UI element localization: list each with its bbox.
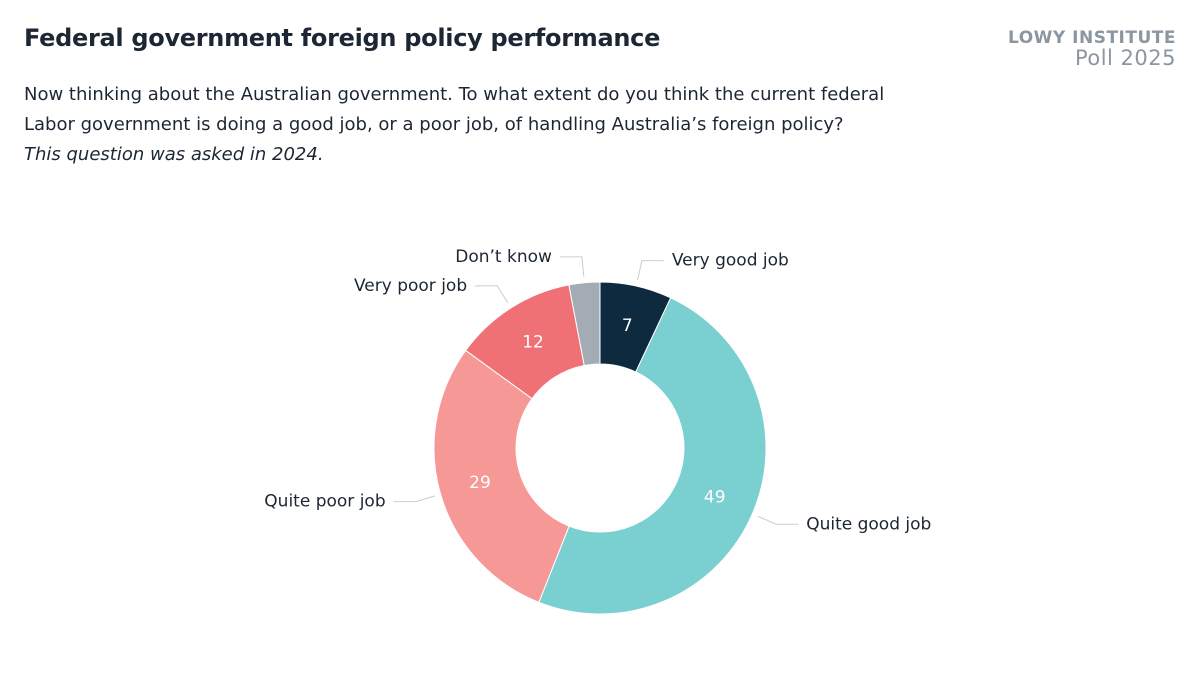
note: This question was asked in 2024. [24,144,324,165]
category-label: Very poor job [354,276,467,296]
slice [433,349,570,603]
leader-line [393,495,435,503]
brand-edition: Poll 2025 [1074,46,1176,70]
leader-line [757,515,799,525]
value-label: 12 [522,332,544,352]
chart-title: Federal government foreign policy perfor… [24,24,661,52]
subtitle-line: Now thinking about the Australian govern… [24,84,885,105]
category-label: Quite poor job [264,492,385,512]
subtitle-line: Labor government is doing a good job, or… [24,114,844,135]
leader-line [475,285,509,304]
subtitle: Now thinking about the Australian govern… [24,80,924,170]
brand-name: LOWY INSTITUTE [1008,28,1176,48]
brand: LOWY INSTITUTE Poll 2025 [1008,28,1176,70]
category-label: Don’t know [455,247,552,267]
value-label: 29 [469,473,491,493]
value-label: 7 [622,316,633,336]
value-label: 49 [704,488,726,508]
category-label: Very good job [672,251,789,271]
category-label: Quite good job [806,514,931,534]
leader-line [559,256,585,277]
slice [568,281,601,367]
leader-line [637,260,664,281]
slice [538,297,767,615]
